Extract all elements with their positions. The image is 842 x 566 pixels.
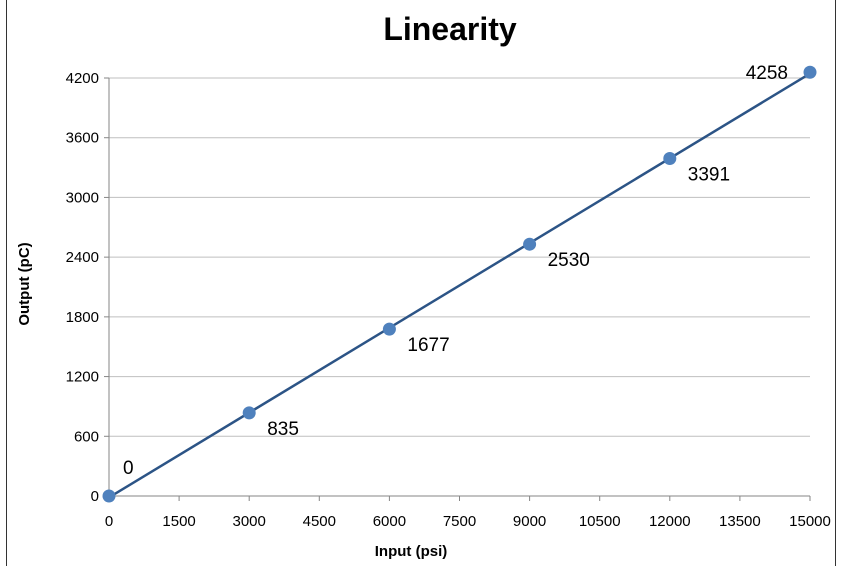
data-point (382, 322, 396, 336)
chart-title: Linearity (383, 11, 517, 47)
x-axis-label: Input (psi) (375, 543, 447, 560)
trendline-line (108, 72, 811, 499)
data-point (242, 406, 256, 420)
y-tick-label: 3600 (66, 130, 99, 147)
x-tick-label: 4500 (303, 513, 336, 530)
data-point (663, 152, 677, 166)
x-tick-label: 9000 (513, 513, 546, 530)
x-tick-label: 10500 (579, 513, 621, 530)
chart-frame: 0 600 1200 1800 2400 3000 3600 4200 0 1500 3000 450… (6, 0, 836, 566)
x-tick-label: 0 (105, 513, 113, 530)
data-label: 0 (123, 458, 134, 479)
data-points (102, 65, 817, 503)
y-tick-label: 1800 (66, 309, 99, 326)
x-tick-label: 12000 (649, 513, 691, 530)
x-tick-label: 6000 (373, 513, 406, 530)
y-axis-label: Output (pC) (16, 242, 33, 325)
data-label: 835 (267, 419, 299, 440)
y-tick-label: 600 (74, 428, 99, 445)
x-tick-label: 15000 (789, 513, 831, 530)
y-tick-label: 1200 (66, 369, 99, 386)
data-label: 2530 (548, 250, 590, 271)
y-tick-label: 3000 (66, 189, 99, 206)
x-tick-label: 7500 (443, 513, 476, 530)
linearity-chart: 0 600 1200 1800 2400 3000 3600 4200 0 1500 3000 450… (16, 11, 831, 560)
trendline (108, 72, 811, 499)
y-tick-label: 0 (91, 488, 99, 505)
x-tick-label: 1500 (162, 513, 195, 530)
x-tick-label: 3000 (233, 513, 266, 530)
tick-labels: 0 600 1200 1800 2400 3000 3600 4200 0 1500 3000 450… (66, 70, 831, 530)
data-labels: 0 835 1677 2530 3391 4258 (123, 63, 788, 479)
y-tick-label: 2400 (66, 249, 99, 266)
data-label: 3391 (688, 165, 730, 186)
gridlines (109, 77, 810, 437)
x-tick-label: 13500 (719, 513, 761, 530)
data-label: 1677 (407, 335, 449, 356)
data-point (523, 237, 537, 251)
data-label: 4258 (746, 63, 788, 84)
data-point (102, 489, 116, 503)
data-point (803, 65, 817, 79)
y-tick-label: 4200 (66, 70, 99, 87)
axes (104, 77, 811, 501)
